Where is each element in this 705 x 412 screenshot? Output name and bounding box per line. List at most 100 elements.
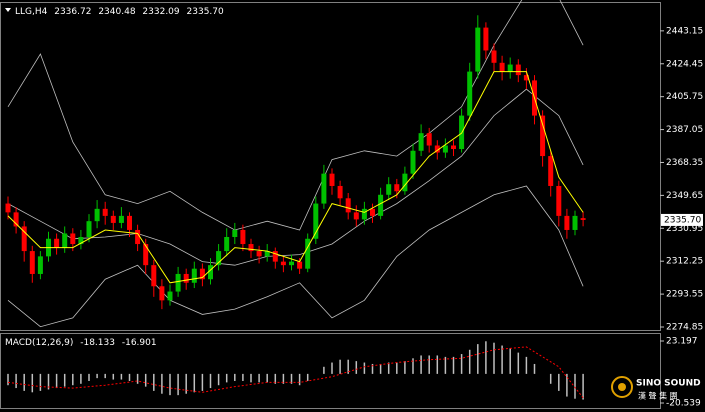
candle-body [394, 184, 400, 192]
bollinger-lower [7, 185, 584, 328]
candle-body [264, 251, 270, 257]
candle-body [507, 64, 513, 72]
candle-body [70, 233, 76, 245]
candle-body [378, 194, 384, 216]
candle-body [135, 229, 141, 245]
candle-body [313, 203, 319, 239]
low-value: 2332.09 [142, 7, 179, 17]
y-tick-label: 2349.65 [666, 191, 703, 201]
candle-body [127, 215, 132, 230]
candle-body [21, 226, 27, 252]
y-tick-label: 2293.55 [666, 290, 703, 300]
candle-body [548, 156, 554, 186]
candle-body [467, 71, 473, 116]
y-tick-label: 2330.95 [666, 224, 703, 234]
candle-body [410, 150, 416, 174]
candle-body [580, 218, 586, 220]
candle-body [256, 251, 262, 257]
candle-body [491, 50, 497, 63]
candle-body [442, 145, 448, 153]
candle-body [110, 215, 116, 223]
candle-body [515, 64, 521, 76]
candle-body [402, 173, 408, 192]
candle-body [499, 62, 505, 72]
header: LLG,H4 2336.72 2340.48 2332.09 2335.70 [15, 7, 224, 17]
candle-body [13, 212, 19, 227]
candle-body [370, 208, 375, 216]
candle-body [321, 173, 327, 204]
high-value: 2340.48 [98, 7, 135, 17]
candle-body [337, 185, 343, 199]
candle-body [5, 203, 11, 213]
symbol: LLG,H4 [15, 7, 48, 17]
candle-body [451, 145, 456, 150]
candle-body [289, 261, 294, 266]
watermark-subtitle: 漢 聲 集 團 [638, 391, 678, 401]
candle-body [175, 273, 181, 292]
candle-body [248, 244, 254, 252]
candle-body [572, 215, 578, 230]
y-tick-label: 2387.05 [666, 125, 703, 135]
watermark: SINO SOUND 漢 聲 集 團 [611, 376, 701, 401]
macd-label: MACD(12,26,9) [5, 338, 73, 348]
candle-body [62, 233, 68, 248]
candle-body [151, 265, 157, 287]
y-tick-label: 2424.45 [666, 59, 703, 69]
price-label: 2335.70 [664, 215, 701, 225]
candle-body [523, 75, 529, 81]
candle-body [143, 244, 149, 266]
candle-body [167, 291, 173, 301]
candle-body [216, 251, 222, 266]
candle-body [118, 215, 124, 223]
candle-body [386, 184, 392, 195]
candle-body [361, 208, 367, 220]
candle-body [540, 115, 546, 157]
moving-average [7, 71, 584, 284]
macd-y-tick-label: 23.197 [666, 336, 698, 346]
candle-body [102, 208, 108, 216]
candle-body [426, 133, 432, 146]
close-value: 2335.70 [187, 7, 224, 17]
y-tick-label: 2368.35 [666, 158, 703, 168]
candle-body [475, 27, 481, 72]
y-tick-label: 2312.25 [666, 257, 703, 267]
candle-body [78, 237, 84, 245]
candle-body [329, 173, 335, 186]
logo [611, 376, 633, 398]
macd-y-tick-label: -20.539 [666, 398, 701, 408]
candle-body [297, 261, 303, 269]
candle-body [54, 238, 60, 248]
candle-body [94, 208, 100, 222]
candle-body [191, 268, 197, 283]
candle-body [280, 261, 286, 266]
candle-body [418, 133, 424, 151]
candle-body [208, 265, 213, 280]
candle-body [240, 229, 246, 245]
macd-value: -18.133 [80, 338, 115, 348]
candle-body [483, 27, 489, 51]
open-value: 2336.72 [54, 7, 91, 17]
macd-header: MACD(12,26,9) -18.133 -16.901 [5, 338, 157, 348]
y-tick-label: 2405.75 [666, 92, 703, 102]
signal-value: -16.901 [122, 338, 157, 348]
candle-body [232, 229, 238, 238]
candle-body [353, 212, 359, 220]
candle-body [159, 286, 165, 301]
y-tick-label: 2443.15 [666, 26, 703, 36]
menu-triangle [5, 8, 11, 12]
candle-body [224, 237, 230, 252]
macd-signal [7, 346, 584, 399]
candle-body [199, 268, 205, 280]
watermark-title: SINO SOUND [636, 379, 701, 389]
candle-body [29, 251, 35, 274]
macd-panel-border [0, 333, 661, 409]
bollinger-middle [7, 88, 584, 266]
logo-dot [618, 383, 626, 391]
candle-body [272, 251, 278, 262]
candle-body [434, 145, 440, 153]
candle-body [345, 198, 351, 213]
candle-body [183, 273, 189, 283]
candle-body [86, 221, 92, 238]
